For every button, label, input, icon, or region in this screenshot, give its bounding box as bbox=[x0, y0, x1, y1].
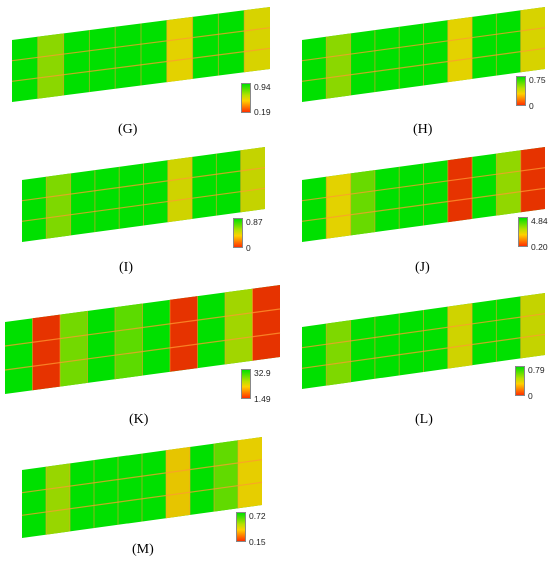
stress-column bbox=[115, 304, 143, 380]
stress-column bbox=[238, 437, 262, 508]
colorbar-min-j: 0.20 bbox=[531, 243, 548, 252]
colorbar-max-k: 32.9 bbox=[254, 369, 271, 378]
field-map-m bbox=[0, 425, 275, 545]
colorbar-m bbox=[236, 512, 246, 542]
panel-h: 0.75 0 (H) bbox=[290, 0, 550, 145]
stress-column bbox=[448, 157, 472, 222]
field-map-g bbox=[0, 0, 275, 110]
panel-label-h: (H) bbox=[413, 122, 432, 138]
stress-column bbox=[33, 315, 61, 391]
colorbar-min-l: 0 bbox=[528, 392, 533, 401]
panel-label-i: (I) bbox=[119, 260, 133, 276]
colorbar-k bbox=[241, 369, 251, 399]
colorbar-max-j: 4.84 bbox=[531, 217, 548, 226]
colorbar-max-h: 0.75 bbox=[529, 76, 546, 85]
stress-column bbox=[166, 447, 190, 518]
stress-column bbox=[168, 157, 192, 222]
stress-column bbox=[521, 7, 545, 72]
stress-column bbox=[244, 7, 270, 72]
colorbar-j bbox=[518, 217, 528, 247]
field-map-h bbox=[290, 0, 550, 110]
stress-column bbox=[170, 296, 198, 372]
colorbar-h bbox=[516, 76, 526, 106]
stress-column bbox=[38, 33, 64, 98]
stress-column bbox=[496, 150, 520, 215]
stress-column bbox=[326, 173, 350, 238]
stress-column bbox=[167, 17, 193, 82]
stress-column bbox=[326, 320, 350, 385]
stress-column bbox=[241, 147, 265, 212]
colorbar-min-g: 0.19 bbox=[254, 108, 271, 117]
field-map-l bbox=[290, 280, 550, 395]
colorbar-g bbox=[241, 83, 251, 113]
stress-column bbox=[214, 440, 238, 511]
colorbar-max-m: 0.72 bbox=[249, 512, 266, 521]
colorbar-l bbox=[515, 366, 525, 396]
stress-column bbox=[60, 311, 88, 387]
colorbar-min-i: 0 bbox=[246, 244, 251, 253]
colorbar-min-k: 1.49 bbox=[254, 395, 271, 404]
stress-column bbox=[351, 170, 375, 235]
panel-l: 0.79 0 (L) bbox=[290, 280, 550, 425]
panel-label-g: (G) bbox=[118, 122, 137, 138]
colorbar-max-g: 0.94 bbox=[254, 83, 271, 92]
panel-j: 4.84 0.20 (J) bbox=[290, 140, 550, 285]
stress-column bbox=[225, 289, 253, 365]
panel-g: 0.94 0.19 (G) bbox=[0, 0, 275, 145]
stress-column bbox=[448, 17, 472, 82]
stress-column bbox=[448, 303, 472, 368]
panel-label-j: (J) bbox=[415, 260, 430, 276]
panel-label-l: (L) bbox=[415, 412, 433, 428]
colorbar-min-m: 0.15 bbox=[249, 538, 266, 547]
stress-column bbox=[46, 463, 70, 534]
stress-column bbox=[521, 293, 545, 358]
panel-label-m: (M) bbox=[132, 542, 154, 558]
stress-column bbox=[326, 33, 350, 98]
field-map-j bbox=[290, 140, 550, 250]
stress-column bbox=[521, 147, 545, 212]
colorbar-i bbox=[233, 218, 243, 248]
colorbar-max-l: 0.79 bbox=[528, 366, 545, 375]
stress-column bbox=[253, 285, 281, 361]
stress-column bbox=[46, 173, 70, 238]
panel-k: 32.9 1.49 (K) bbox=[0, 280, 290, 425]
panel-m: 0.72 0.15 (M) bbox=[0, 425, 275, 573]
colorbar-min-h: 0 bbox=[529, 102, 534, 111]
panel-i: 0.87 0 (I) bbox=[0, 140, 275, 285]
colorbar-max-i: 0.87 bbox=[246, 218, 263, 227]
